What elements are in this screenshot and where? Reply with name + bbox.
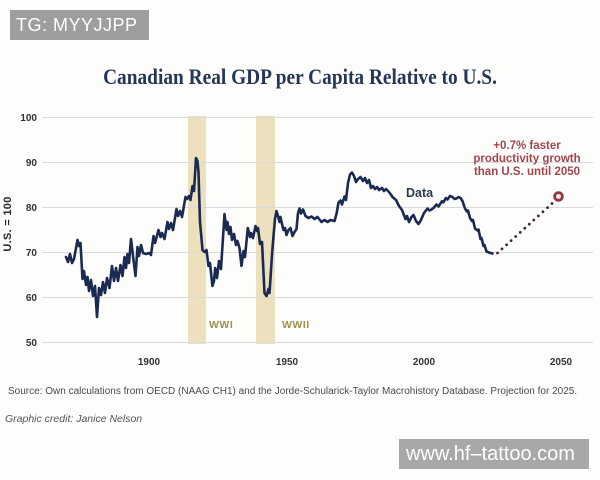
svg-text:2050: 2050 bbox=[550, 357, 573, 368]
svg-text:2000: 2000 bbox=[413, 357, 436, 368]
svg-text:100: 100 bbox=[20, 113, 37, 124]
svg-text:1900: 1900 bbox=[138, 357, 161, 368]
svg-text:90: 90 bbox=[26, 158, 38, 169]
svg-text:70: 70 bbox=[26, 248, 38, 259]
svg-text:50: 50 bbox=[26, 338, 38, 349]
svg-text:U.S. = 100: U.S. = 100 bbox=[2, 196, 14, 251]
svg-text:1950: 1950 bbox=[276, 357, 299, 368]
svg-text:80: 80 bbox=[26, 203, 38, 214]
svg-text:WWII: WWII bbox=[282, 319, 310, 331]
svg-text:WWI: WWI bbox=[209, 319, 233, 331]
svg-text:Data: Data bbox=[406, 186, 434, 200]
svg-text:productivity growth: productivity growth bbox=[473, 153, 580, 165]
svg-text:than U.S. until 2050: than U.S. until 2050 bbox=[474, 166, 580, 178]
svg-text:+0.7% faster: +0.7% faster bbox=[493, 140, 561, 152]
svg-text:60: 60 bbox=[26, 293, 38, 304]
